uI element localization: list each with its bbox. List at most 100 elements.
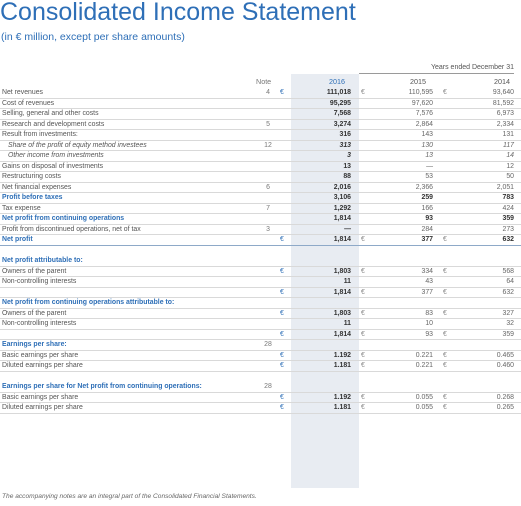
table-row: Net profit from continuing operations 1,8… [0, 214, 521, 225]
value-2015: 0.055 [415, 393, 433, 401]
value-2015: — [426, 162, 433, 170]
year-header-2014: 2014 [494, 77, 510, 86]
value-2016: 2,016 [333, 183, 351, 191]
value-2016: 7,568 [333, 110, 351, 117]
value-2015: 2,366 [415, 183, 433, 191]
table-row: Other income from investments 3 13 14 [0, 151, 521, 162]
years-ended-label: Years ended December 31 [430, 64, 514, 71]
currency-2015: € [361, 404, 365, 411]
currency-2014: € [443, 351, 447, 359]
value-2016: 1,803 [333, 267, 351, 275]
note-column-header: Note [256, 77, 272, 86]
value-2016: 316 [339, 131, 352, 138]
currency-2016: € [280, 236, 284, 243]
row-divider [0, 349, 521, 351]
value-2015: 43 [425, 278, 433, 285]
row-divider [0, 370, 521, 372]
value-2015: 259 [421, 194, 434, 201]
row-divider [0, 97, 521, 99]
value-2016: 1,814 [333, 330, 351, 338]
value-2014: 0.465 [496, 351, 514, 359]
table-row: Non-controlling interests 11 10 32 [0, 319, 521, 330]
value-2014: 131 [502, 131, 515, 138]
row-divider [0, 202, 521, 204]
value-2015: 334 [421, 267, 434, 275]
currency-2014: € [443, 288, 447, 296]
row-label: Other income from investments [8, 152, 104, 159]
row-divider [0, 181, 521, 183]
row-label: Restructuring costs [2, 173, 61, 180]
row-divider [0, 402, 521, 403]
note-ref: 12 [264, 141, 272, 149]
currency-2016: € [280, 309, 284, 317]
value-2015: 110,595 [408, 89, 433, 96]
section-header-row: Net profit from continuing operations at… [0, 298, 521, 309]
currency-2014: € [443, 404, 447, 411]
row-divider [0, 139, 521, 141]
year-header-2015: 2015 [410, 77, 426, 86]
row-divider [0, 244, 521, 246]
table-row: Cost of revenues 95,295 97,620 81,592 [0, 99, 521, 109]
value-2015: 284 [421, 225, 434, 233]
value-2016: 1.181 [333, 362, 351, 369]
value-2016: 111,018 [326, 89, 351, 96]
table-row: Profit before taxes 3,106 259 783 [0, 193, 521, 204]
note-ref: 6 [266, 183, 270, 191]
value-2015: 377 [421, 236, 434, 243]
year-header-2016: 2016 [329, 77, 345, 86]
value-2016: 1,814 [333, 236, 351, 243]
value-2014: 14 [506, 152, 514, 159]
value-2014: 50 [506, 173, 514, 180]
table-row: Basic earnings per share €1.192 €0.221 €0.4… [0, 351, 521, 361]
table-row: Basic earnings per share €1.192 €0.055 €0.2… [0, 393, 521, 403]
row-label: Owners of the parent [2, 309, 67, 317]
value-2015: 166 [421, 204, 434, 212]
row-label: Profit from discontinued operations, net… [2, 225, 141, 233]
section-header-row: Earnings per share for Net profit from c… [0, 382, 521, 393]
row-divider [0, 328, 521, 330]
currency-2015: € [361, 362, 365, 369]
value-2016: 1.192 [333, 393, 351, 401]
value-2015: 10 [425, 320, 433, 327]
page-title: Consolidated Income Statement [0, 0, 356, 26]
row-divider [0, 297, 521, 298]
value-2015: 0.055 [415, 404, 433, 411]
value-2014: 64 [506, 278, 514, 285]
currency-2014: € [443, 362, 447, 369]
value-2014: 783 [502, 194, 515, 201]
note-ref: 5 [266, 120, 270, 128]
value-2014: 6,973 [496, 110, 514, 117]
note-ref: 3 [266, 225, 270, 233]
row-label: Earnings per share for Net profit from c… [2, 383, 202, 390]
row-divider [0, 213, 521, 214]
row-label: Earnings per share: [2, 341, 67, 348]
row-divider [0, 412, 521, 414]
row-label: Net revenues [2, 89, 43, 96]
table-row: Net profit €1,814 €377 €632 [0, 235, 521, 246]
row-label: Net profit attributable to: [2, 257, 83, 264]
currency-2014: € [443, 236, 447, 243]
value-2016: 1,292 [333, 204, 351, 212]
footnote: The accompanying notes are an integral p… [2, 493, 257, 500]
value-2016: 3,106 [333, 194, 351, 201]
value-2014: 81,592 [492, 99, 514, 107]
table-row: Owners of the parent €1,803 €83 €327 [0, 309, 521, 319]
row-divider [0, 160, 521, 162]
currency-2016: € [280, 404, 284, 411]
value-2016: 13 [343, 162, 351, 170]
currency-2015: € [361, 89, 365, 96]
value-2014: 0.460 [496, 362, 514, 369]
row-label: Gains on disposal of investments [2, 162, 104, 170]
currency-2016: € [280, 267, 284, 275]
currency-2016: € [280, 89, 284, 96]
value-2015: 0.221 [415, 362, 433, 369]
note-ref: 28 [264, 341, 272, 348]
row-label: Net financial expenses [2, 183, 72, 191]
row-divider [0, 234, 521, 235]
note-ref: 7 [266, 204, 270, 212]
row-label: Net profit [2, 236, 33, 243]
value-2015: 377 [421, 288, 434, 296]
value-2014: 359 [502, 330, 515, 338]
table-row: Non-controlling interests 11 43 64 [0, 277, 521, 288]
value-2016: 3 [347, 152, 351, 159]
